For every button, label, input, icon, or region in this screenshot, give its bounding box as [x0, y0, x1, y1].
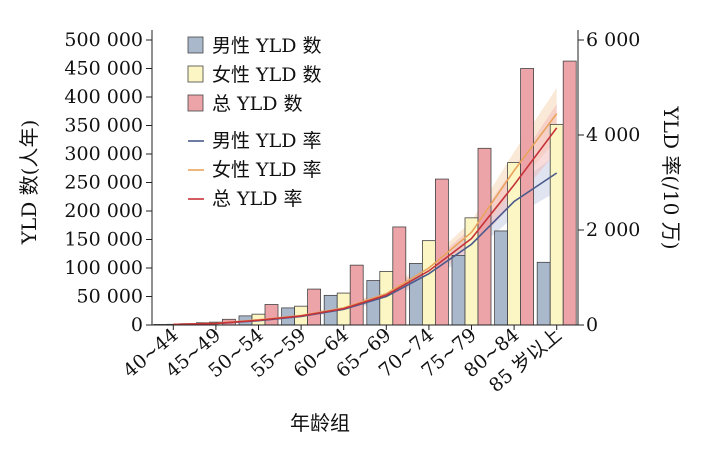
bar-s0-5: [366, 280, 381, 326]
bar-s1-8: [507, 162, 522, 326]
y-tick-label-4: 200 000: [64, 200, 143, 222]
x-axis-title: 年龄组: [290, 411, 350, 435]
y-tick-label-10: 500 000: [64, 29, 143, 51]
y-tick-label-0: 0: [131, 314, 143, 336]
axes: 0 50 000 100 000 150 000 200 000 250 000 300 0…: [17, 29, 683, 435]
bar-s2-6: [434, 178, 449, 326]
rate-line-2: [173, 127, 558, 326]
y2-tick-label-2: 4 000: [586, 124, 640, 146]
bar-s1-6: [421, 240, 436, 326]
bar-s0-9: [536, 261, 551, 326]
y-tick-label-6: 300 000: [64, 143, 143, 165]
legend: 男性 YLD 数女性 YLD 数总 YLD 数男性 YLD 率女性 YLD 率总…: [187, 35, 321, 210]
y-axis-title: YLD 数(人年): [17, 120, 41, 245]
legend-label-line-2: 总 YLD 率: [212, 188, 302, 210]
legend-swatch-bar-0: [187, 36, 204, 54]
y2-tick-label-3: 6 000: [586, 29, 640, 51]
legend-label-bar-0: 男性 YLD 数: [212, 35, 321, 57]
bar-s2-9: [562, 60, 577, 326]
bar-s0-8: [494, 230, 509, 326]
legend-label-line-0: 男性 YLD 率: [212, 130, 321, 152]
y-tick-label-7: 350 000: [64, 115, 143, 137]
legend-label-bar-2: 总 YLD 数: [212, 93, 302, 115]
y-tick-label-5: 250 000: [64, 172, 143, 194]
y2-tick-label-1: 2 000: [586, 219, 640, 241]
rate-lines: [173, 113, 558, 326]
bar-s0-7: [451, 255, 466, 326]
y2-axis-title: YLD 率(/10 万): [659, 105, 683, 249]
bar-s2-5: [392, 226, 407, 326]
bar-s2-4: [349, 264, 364, 326]
y-tick-label-9: 450 000: [64, 58, 143, 80]
legend-swatch-bar-1: [187, 65, 204, 83]
legend-swatch-bar-2: [187, 94, 204, 112]
y2-tick-label-0: 0: [586, 314, 598, 336]
legend-label-line-1: 女性 YLD 率: [212, 159, 321, 181]
y-tick-label-8: 400 000: [64, 86, 143, 108]
y-tick-label-2: 100 000: [64, 257, 143, 279]
y-tick-label-1: 50 000: [77, 286, 143, 308]
bar-s2-3: [307, 288, 322, 326]
bars: [153, 60, 577, 326]
bar-s1-9: [549, 123, 564, 326]
legend-label-bar-1: 女性 YLD 数: [212, 64, 321, 86]
bar-s2-2: [264, 304, 279, 326]
y-tick-label-3: 150 000: [64, 229, 143, 251]
